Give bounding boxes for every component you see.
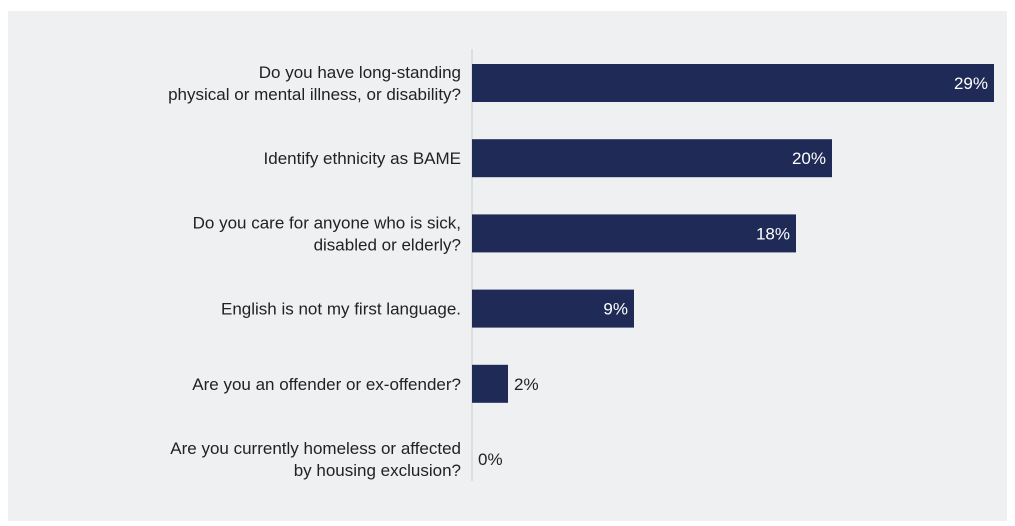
bar-1 (472, 139, 832, 178)
category-label-5: Are you currently homeless or affected by… (170, 439, 461, 480)
category-label-0-line-1: physical or mental illness, or disabilit… (168, 85, 461, 104)
value-label-2: 18% (756, 224, 790, 243)
value-label-3: 9% (603, 300, 628, 319)
value-label-4: 2% (514, 375, 539, 394)
category-label-0-line-0: Do you have long-standing (259, 63, 461, 82)
bar-2 (472, 214, 796, 253)
bar-chart: Do you have long-standing physical or men… (168, 49, 994, 481)
category-label-5-line-0: Are you currently homeless or affected (170, 439, 461, 458)
chart-panel: Do you have long-standing physical or men… (8, 11, 1007, 521)
category-label-3: English is not my first language. (221, 300, 461, 319)
category-label-3-line-0: English is not my first language. (221, 300, 461, 319)
category-label-2-line-0: Do you care for anyone who is sick, (193, 213, 461, 232)
value-label-1: 20% (792, 149, 826, 168)
category-label-4: Are you an offender or ex-offender? (192, 375, 461, 394)
bar-3 (472, 289, 634, 328)
bars-group (472, 64, 994, 403)
bar-4 (472, 364, 508, 403)
category-label-2: Do you care for anyone who is sick, disab… (193, 213, 461, 254)
category-label-1: Identify ethnicity as BAME (264, 149, 461, 168)
category-label-4-line-0: Are you an offender or ex-offender? (192, 375, 461, 394)
value-labels-group: 29% 20% 18% 9% 2% 0% (478, 74, 988, 469)
category-label-2-line-1: disabled or elderly? (314, 235, 461, 254)
value-label-0: 29% (954, 74, 988, 93)
category-label-5-line-1: by housing exclusion? (294, 461, 461, 480)
category-labels-group: Do you have long-standing physical or men… (168, 63, 461, 480)
category-label-1-line-0: Identify ethnicity as BAME (264, 149, 461, 168)
value-label-5: 0% (478, 450, 503, 469)
category-label-0: Do you have long-standing physical or men… (168, 63, 461, 104)
bar-0 (472, 64, 994, 102)
